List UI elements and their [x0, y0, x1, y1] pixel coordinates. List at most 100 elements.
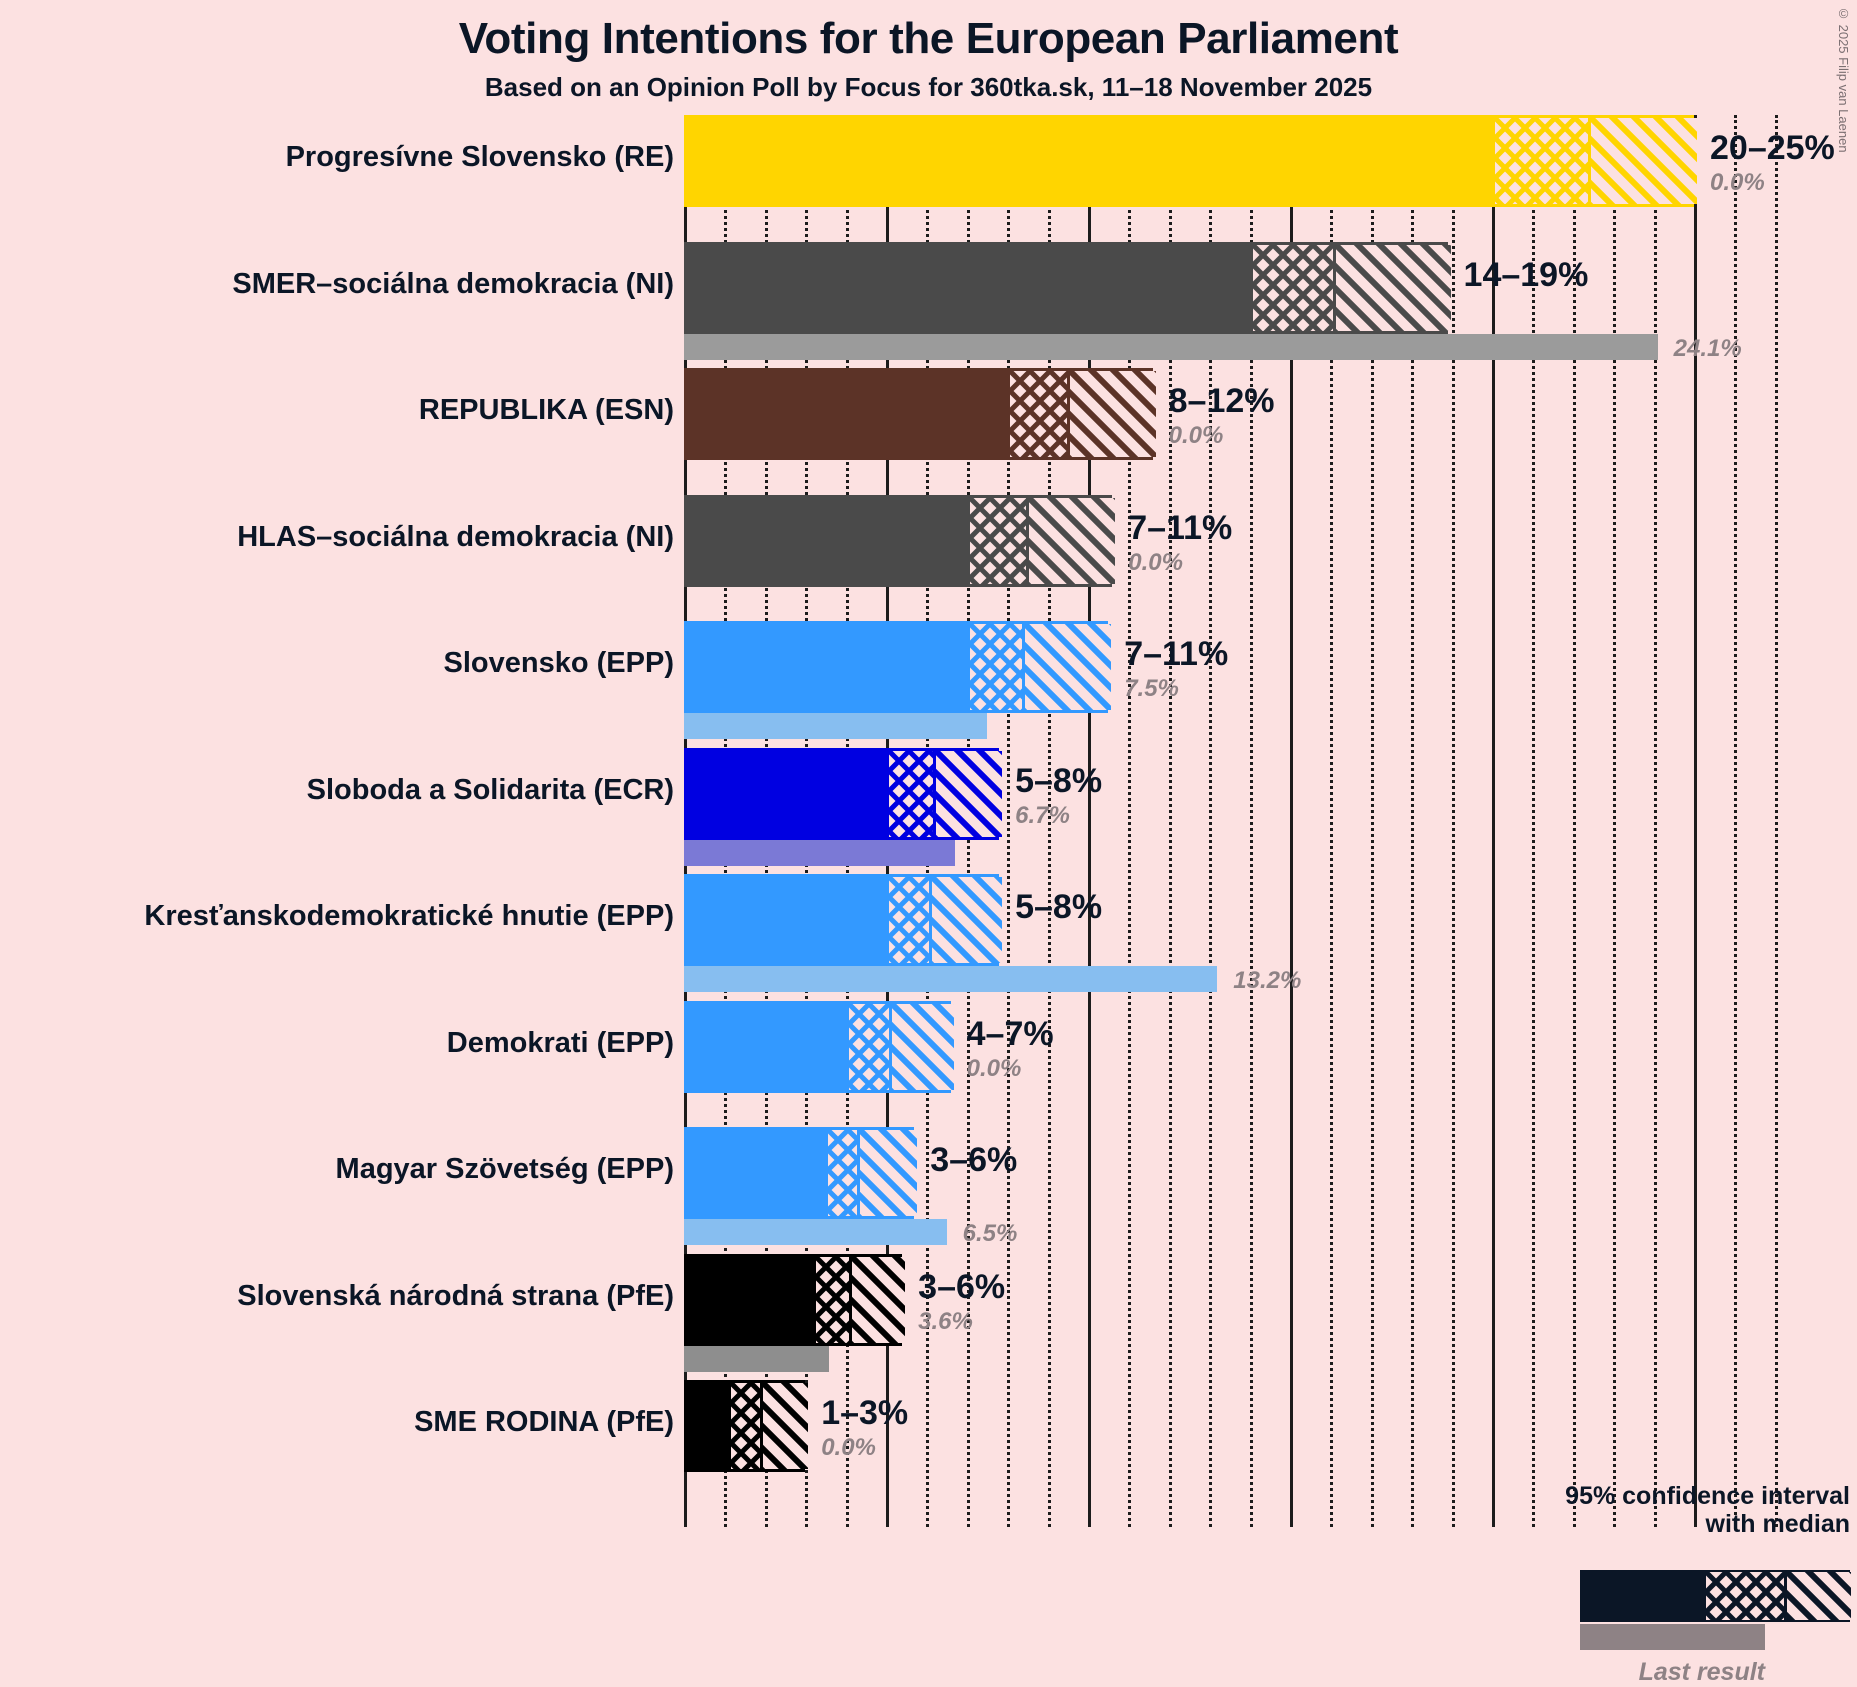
gridline-major: [1694, 115, 1697, 1527]
party-row: HLAS–sociálna demokracia (NI) 7–11% 0.0%: [0, 494, 1857, 622]
party-label: SME RODINA (PfE): [414, 1406, 674, 1438]
last-result-label: 0.0%: [821, 1434, 876, 1461]
gridline-minor: [1209, 115, 1213, 1527]
gridline-minor: [1411, 115, 1415, 1527]
interval-crosshatch-segment: [828, 1130, 857, 1216]
party-label: Kresťanskodemokratické hnutie (EPP): [144, 900, 674, 932]
interval-solid-segment: [687, 1003, 849, 1090]
interval-value-label: 7–11%: [1124, 635, 1229, 673]
gridline-minor: [1653, 115, 1657, 1527]
party-label: Demokrati (EPP): [446, 1026, 674, 1059]
party-row: Magyar Szövetség (EPP) 3–6% 6.5%: [0, 1127, 1857, 1254]
interval-value-label: 4–7%: [966, 1014, 1054, 1053]
party-label: Sloboda a Solidarita (ECR): [306, 773, 674, 806]
interval-crosshatch-segment: [848, 1003, 889, 1090]
legend-diagonal-swatch: [1784, 1572, 1851, 1620]
interval-crosshatch-segment: [731, 1383, 760, 1469]
gridline-minor: [1047, 115, 1051, 1527]
last-result-bar: [684, 1219, 947, 1245]
interval-crosshatch-segment: [1010, 371, 1067, 457]
interval-solid-segment: [687, 118, 1495, 204]
gridline-major: [1290, 115, 1293, 1527]
confidence-interval-bar: [684, 115, 1697, 207]
interval-diagonal-segment: [856, 1130, 918, 1216]
party-row: Progresívne Slovensko (RE) 20–25% 0.0%: [0, 115, 1857, 242]
legend-line-1: 95% confidence interval: [1565, 1482, 1850, 1510]
interval-solid-segment: [687, 1256, 817, 1343]
party-label: SMER–sociálna demokracia (NI): [232, 267, 674, 300]
interval-solid-segment: [687, 497, 970, 584]
gridline-minor: [1734, 115, 1738, 1527]
interval-crosshatch-segment: [1495, 118, 1588, 204]
party-row: REPUBLIKA (ESN) 8–12% 0.0%: [0, 368, 1857, 495]
interval-solid-segment: [687, 624, 970, 710]
interval-value-label: 3–6%: [918, 1267, 1006, 1306]
gridline-major: [1492, 115, 1495, 1527]
last-result-bar: [684, 839, 955, 866]
gridline-minor: [1532, 115, 1536, 1527]
interval-crosshatch-segment: [1252, 244, 1334, 331]
confidence-interval-bar: [684, 368, 1156, 460]
chart-legend: 95% confidence interval with median Last…: [1290, 1482, 1851, 1686]
interval-diagonal-segment: [1026, 497, 1116, 584]
interval-diagonal-segment: [1066, 371, 1156, 457]
interval-diagonal-segment: [929, 877, 1003, 963]
party-label: Slovensko (EPP): [443, 647, 674, 679]
last-result-label: 0.0%: [1128, 548, 1183, 576]
last-result-bar: [684, 713, 987, 739]
interval-value-label: 1–3%: [821, 1394, 909, 1432]
legend-line-2: with median: [1705, 1510, 1850, 1538]
interval-value-label: 20–25%: [1710, 129, 1835, 167]
last-result-label: 6.7%: [1015, 801, 1070, 829]
party-label: HLAS–sociálna demokracia (NI): [237, 520, 674, 553]
interval-value-label: 5–8%: [1015, 888, 1103, 926]
interval-solid-segment: [687, 244, 1253, 331]
interval-value-label: 3–6%: [930, 1141, 1018, 1179]
interval-solid-segment: [687, 750, 889, 837]
party-row: SMER–sociálna demokracia (NI) 14–19% 24.1%: [0, 241, 1857, 369]
party-row: Kresťanskodemokratické hnutie (EPP) 5–8% 1…: [0, 874, 1857, 1001]
legend-last-result-label: Last result: [1638, 1658, 1765, 1686]
gridline-minor: [1774, 115, 1778, 1527]
party-label: Progresívne Slovensko (RE): [285, 141, 674, 173]
gridline-minor: [1451, 115, 1455, 1527]
confidence-interval-bar: [684, 1127, 918, 1219]
interval-solid-segment: [687, 1383, 732, 1469]
party-row: SME RODINA (PfE) 1–3% 0.0%: [0, 1380, 1857, 1507]
interval-value-label: 7–11%: [1128, 508, 1233, 547]
confidence-interval-bar: [684, 747, 1003, 840]
gridline-minor: [1330, 115, 1334, 1527]
interval-solid-segment: [687, 877, 889, 963]
interval-diagonal-segment: [848, 1256, 906, 1343]
interval-crosshatch-segment: [889, 877, 930, 963]
last-result-label: 0.0%: [1710, 169, 1765, 196]
interval-solid-segment: [687, 371, 1011, 457]
party-row: Slovensko (EPP) 7–11% 7.5%: [0, 621, 1857, 748]
interval-crosshatch-segment: [889, 750, 934, 837]
confidence-interval-bar: [684, 1000, 954, 1093]
last-result-label: 0.0%: [966, 1054, 1022, 1082]
interval-solid-segment: [687, 1130, 829, 1216]
interval-value-label: 14–19%: [1463, 255, 1589, 294]
gridline-major: [1088, 115, 1091, 1527]
legend-last-result-bar: [1580, 1624, 1765, 1650]
party-label: Slovenská národná strana (PfE): [237, 1279, 674, 1312]
gridline-minor: [1128, 115, 1132, 1527]
gridline-minor: [1613, 115, 1617, 1527]
gridline-minor: [1007, 115, 1011, 1527]
interval-crosshatch-segment: [969, 624, 1023, 710]
last-result-bar: [684, 1345, 830, 1372]
legend-interval-bar: [1580, 1570, 1851, 1622]
confidence-interval-bar: [684, 621, 1112, 713]
interval-diagonal-segment: [1587, 118, 1697, 204]
gridline-minor: [1370, 115, 1374, 1527]
interval-diagonal-segment: [1022, 624, 1112, 710]
last-result-bar: [684, 333, 1658, 360]
interval-crosshatch-segment: [969, 497, 1027, 584]
confidence-interval-bar: [684, 1253, 906, 1346]
last-result-label: 24.1%: [1673, 334, 1742, 362]
last-result-bar: [684, 966, 1218, 992]
interval-crosshatch-segment: [816, 1256, 849, 1343]
legend-crosshatch-swatch: [1706, 1572, 1784, 1620]
page-title: Voting Intentions for the European Parli…: [458, 14, 1399, 63]
